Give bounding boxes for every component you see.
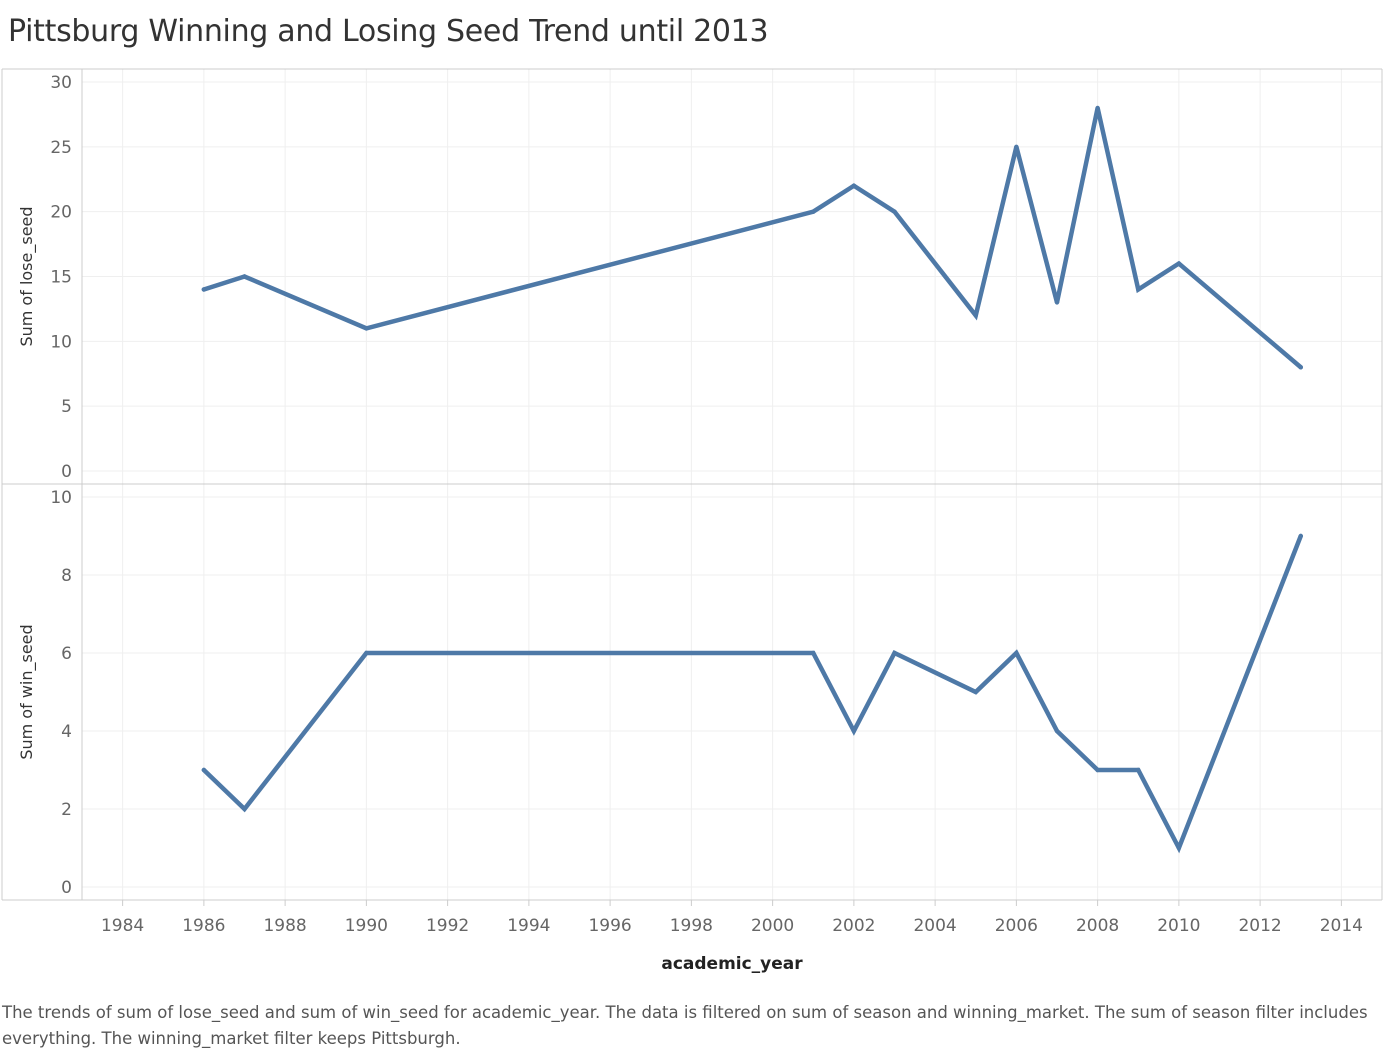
y-tick-label: 5 <box>61 397 72 417</box>
data-point-win <box>892 650 897 656</box>
y-tick-label: 8 <box>61 566 72 586</box>
data-point-lose <box>851 183 857 188</box>
line-chart: 0 5 10 15 20 25 30 Sum of lose_seed 0 2 4 6 8 10 Sum … <box>1 68 1383 974</box>
x-tick-label: 2000 <box>751 916 794 936</box>
x-tick-label: 1996 <box>588 916 631 936</box>
data-point-win <box>851 728 857 734</box>
x-tick-label: 1992 <box>426 916 469 936</box>
y-tick-label: 10 <box>50 488 72 508</box>
y-tick-label: 6 <box>61 644 72 664</box>
y-tick-label: 25 <box>50 138 72 158</box>
data-point-lose <box>973 313 978 318</box>
data-point-lose <box>1176 261 1182 266</box>
data-point-win <box>1095 767 1100 773</box>
x-tick-label: 1984 <box>101 916 144 936</box>
x-tick-label: 2012 <box>1238 916 1281 936</box>
data-point-win <box>811 650 816 656</box>
data-point-lose <box>811 209 816 214</box>
data-point-win <box>364 650 369 656</box>
data-point-win <box>1298 533 1303 539</box>
x-tick-label: 2004 <box>913 916 956 936</box>
x-axis-title: academic_year <box>661 954 803 974</box>
y-tick-label: 10 <box>50 332 72 352</box>
x-tick-label: 1998 <box>670 916 713 936</box>
x-axis: 1984 1986 1988 1990 1992 1994 1996 1998 2000 2002… <box>101 900 1363 936</box>
data-point-lose <box>201 287 207 292</box>
y-tick-label: 30 <box>50 73 72 93</box>
y-tick-label: 20 <box>50 203 72 223</box>
x-tick-label: 1990 <box>345 916 388 936</box>
x-tick-label: 2008 <box>1076 916 1119 936</box>
y-tick-label: 15 <box>50 268 72 288</box>
data-point-lose <box>1054 300 1060 305</box>
data-point-win <box>201 767 207 773</box>
y-tick-label: 2 <box>61 800 72 820</box>
x-tick-label: 1994 <box>507 916 550 936</box>
x-tick-label: 2006 <box>995 916 1038 936</box>
data-point-win <box>973 689 978 695</box>
y-axis-title: Sum of lose_seed <box>17 206 37 346</box>
x-tick-label: 2010 <box>1157 916 1200 936</box>
x-tick-label: 2014 <box>1320 916 1363 936</box>
data-point-win <box>242 806 247 812</box>
y-tick-label: 0 <box>61 462 72 482</box>
lose-seed-panel: 0 5 10 15 20 25 30 Sum of lose_seed <box>1 68 1383 485</box>
x-tick-label: 1986 <box>182 916 225 936</box>
data-point-win <box>1136 767 1141 773</box>
chart-caption: The trends of sum of lose_seed and sum o… <box>2 1003 1368 1048</box>
data-point-lose <box>1298 365 1303 370</box>
chart-title: Pittsburg Winning and Losing Seed Trend … <box>8 14 769 49</box>
data-point-lose <box>1014 144 1019 150</box>
x-tick-label: 2002 <box>832 916 875 936</box>
data-point-win <box>1054 728 1060 734</box>
win-seed-panel: 0 2 4 6 8 10 Sum of win_seed <box>1 483 1383 901</box>
data-point-win <box>1176 845 1182 851</box>
y-tick-label: 4 <box>61 722 72 742</box>
data-point-lose <box>892 209 897 214</box>
data-point-lose <box>1095 105 1100 111</box>
y-axis-title: Sum of win_seed <box>17 624 37 759</box>
data-point-lose <box>1136 287 1141 292</box>
data-point-win <box>1014 650 1019 656</box>
data-point-lose <box>242 274 247 279</box>
data-point-lose <box>364 326 369 331</box>
series-line-win <box>201 533 1303 854</box>
x-tick-label: 1988 <box>263 916 306 936</box>
y-tick-label: 0 <box>61 878 72 898</box>
